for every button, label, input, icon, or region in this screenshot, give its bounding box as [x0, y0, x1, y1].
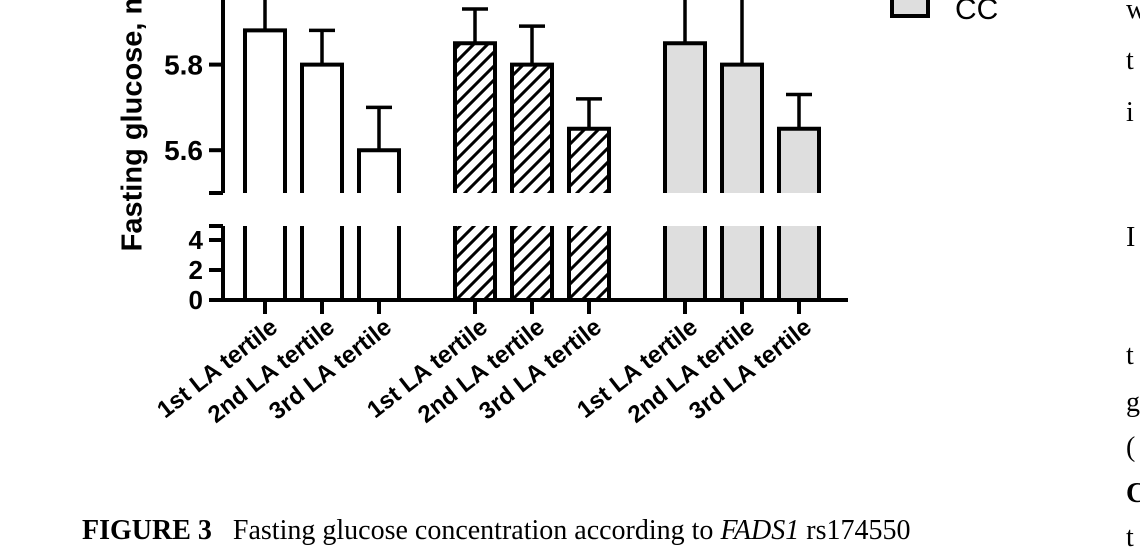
- bar-lower-edges: [243, 226, 287, 300]
- bar-lower-edges: [720, 226, 764, 300]
- bar-lower-edges: [453, 226, 497, 300]
- bar-lower: [571, 226, 607, 300]
- bar-upper: [663, 41, 707, 193]
- side-text-letter: t: [1126, 340, 1134, 371]
- legend-swatch-cc: [890, 0, 930, 18]
- bar-lower: [361, 226, 397, 300]
- y-tick-label: 2: [189, 255, 203, 285]
- bar-lower: [724, 226, 760, 300]
- bar-upper: [243, 28, 287, 193]
- bar-lower-edges: [663, 226, 707, 300]
- y-tick-label: 4: [189, 225, 204, 255]
- y-axis-title: Fasting glucose, m: [116, 0, 149, 252]
- y-tick-label: 5.8: [164, 50, 203, 81]
- bar-upper: [357, 148, 401, 193]
- side-text-letter: g: [1126, 387, 1140, 418]
- bar-upper: [300, 62, 344, 193]
- bar-upper: [510, 62, 554, 193]
- bar-lower-edges: [357, 226, 401, 300]
- bar-lower: [247, 226, 283, 300]
- bar-lower-edges: [510, 226, 554, 300]
- side-text-letter: w: [1126, 0, 1140, 25]
- bar-upper: [567, 126, 611, 193]
- bar-upper: [777, 126, 821, 193]
- figure-number: FIGURE 3: [82, 515, 212, 546]
- bar-lower: [514, 226, 550, 300]
- bar-lower: [781, 226, 817, 300]
- side-text-letter: t: [1126, 45, 1134, 76]
- bar-lower: [457, 226, 493, 300]
- side-text-letter: (: [1126, 432, 1136, 463]
- y-tick-label: 0: [189, 285, 203, 315]
- bar-lower-edges: [777, 226, 821, 300]
- bar-upper: [453, 41, 497, 193]
- side-text-letter: C: [1126, 478, 1140, 509]
- side-text-letter: t: [1126, 522, 1134, 553]
- figure-caption: FIGURE 3 Fasting glucose concentration a…: [82, 515, 911, 547]
- bar-upper: [720, 62, 764, 193]
- caption-text: Fasting glucose concentration according …: [232, 515, 714, 546]
- side-text-letter: I: [1126, 222, 1136, 253]
- bar-lower: [304, 226, 340, 300]
- side-text-letter: i: [1126, 97, 1134, 128]
- bar-lower: [667, 226, 703, 300]
- legend-label-cc: CC: [955, 0, 999, 26]
- y-tick-label: 5.6: [164, 135, 203, 166]
- bar-lower-edges: [567, 226, 611, 300]
- caption-snp: rs174550: [806, 515, 911, 546]
- caption-gene: FADS1: [720, 515, 800, 546]
- bar-lower-edges: [300, 226, 344, 300]
